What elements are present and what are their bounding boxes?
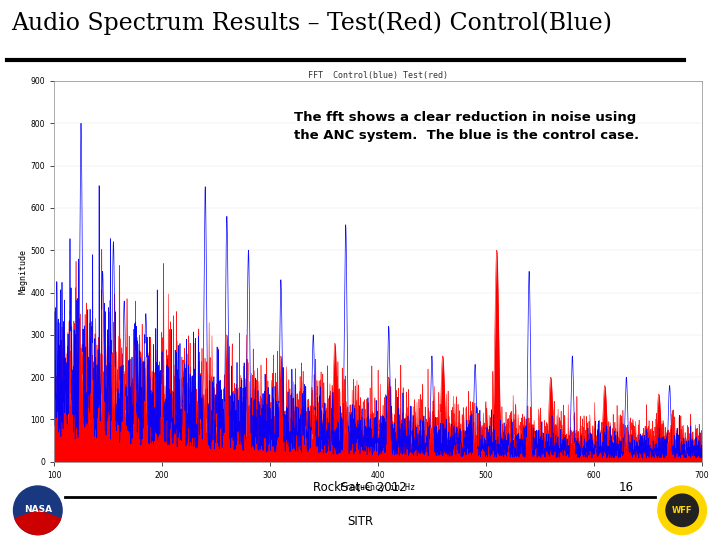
Text: SITR: SITR <box>347 515 373 528</box>
Wedge shape <box>15 510 60 535</box>
Text: RockSat-C 2012: RockSat-C 2012 <box>313 481 407 494</box>
X-axis label: Frequency in Hz: Frequency in Hz <box>341 483 415 491</box>
Circle shape <box>14 486 62 535</box>
Text: 16: 16 <box>619 481 634 494</box>
Circle shape <box>658 486 706 535</box>
Text: The fft shows a clear reduction in noise using
the ANC system.  The blue is the : The fft shows a clear reduction in noise… <box>294 111 639 143</box>
Text: Audio Spectrum Results – Test(Red) Control(Blue): Audio Spectrum Results – Test(Red) Contr… <box>11 12 612 35</box>
Title: FFT  Control(blue) Test(red): FFT Control(blue) Test(red) <box>308 71 448 80</box>
Text: WFF: WFF <box>672 506 693 515</box>
Text: NASA: NASA <box>24 505 52 514</box>
Y-axis label: Magnitude: Magnitude <box>19 249 27 294</box>
Circle shape <box>666 494 698 526</box>
